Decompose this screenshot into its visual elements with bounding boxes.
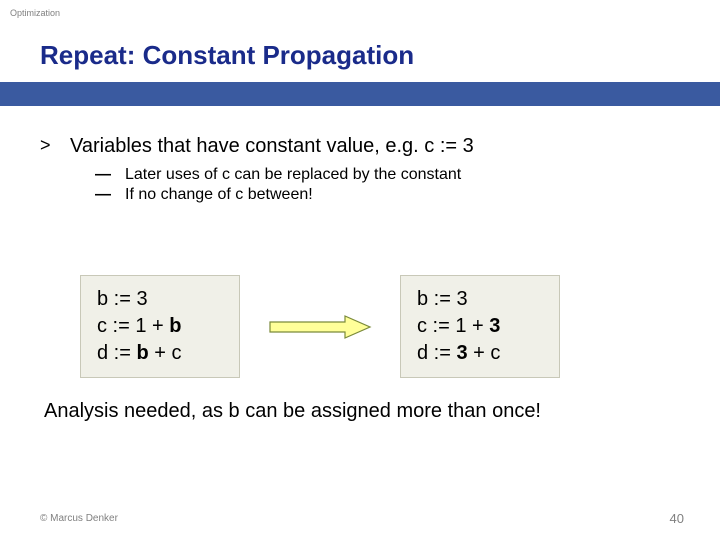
slide-title: Repeat: Constant Propagation [40, 40, 414, 71]
bullet-text: Variables that have constant value, e.g.… [70, 135, 474, 158]
analysis-note: Analysis needed, as b can be assigned mo… [44, 400, 541, 423]
sub-bullets: — Later uses of c can be replaced by the… [95, 166, 680, 204]
code-line: b := 3 [97, 286, 223, 313]
code-line: d := b + c [97, 340, 223, 367]
arrow-right-icon [265, 312, 375, 342]
bullet-marker: > [40, 135, 70, 156]
code-row: b := 3 c := 1 + b d := b + c b := 3 c :=… [0, 275, 720, 378]
header-label: Optimization [10, 8, 60, 18]
footer-page-number: 40 [670, 511, 684, 526]
dash-icon: — [95, 186, 125, 204]
code-line: b := 3 [417, 286, 543, 313]
dash-icon: — [95, 166, 125, 184]
title-bar [0, 82, 720, 106]
footer-copyright: © Marcus Denker [40, 513, 118, 524]
code-line: d := 3 + c [417, 340, 543, 367]
main-bullet: > Variables that have constant value, e.… [40, 135, 680, 158]
sub-bullet-text: Later uses of c can be replaced by the c… [125, 166, 461, 184]
content-area: > Variables that have constant value, e.… [40, 135, 680, 206]
sub-bullet-text: If no change of c between! [125, 186, 313, 204]
code-box-before: b := 3 c := 1 + b d := b + c [80, 275, 240, 378]
code-line: c := 1 + b [97, 313, 223, 340]
sub-bullet: — Later uses of c can be replaced by the… [95, 166, 680, 184]
arrow-wrap [240, 312, 400, 342]
sub-bullet: — If no change of c between! [95, 186, 680, 204]
code-box-after: b := 3 c := 1 + 3 d := 3 + c [400, 275, 560, 378]
code-line: c := 1 + 3 [417, 313, 543, 340]
